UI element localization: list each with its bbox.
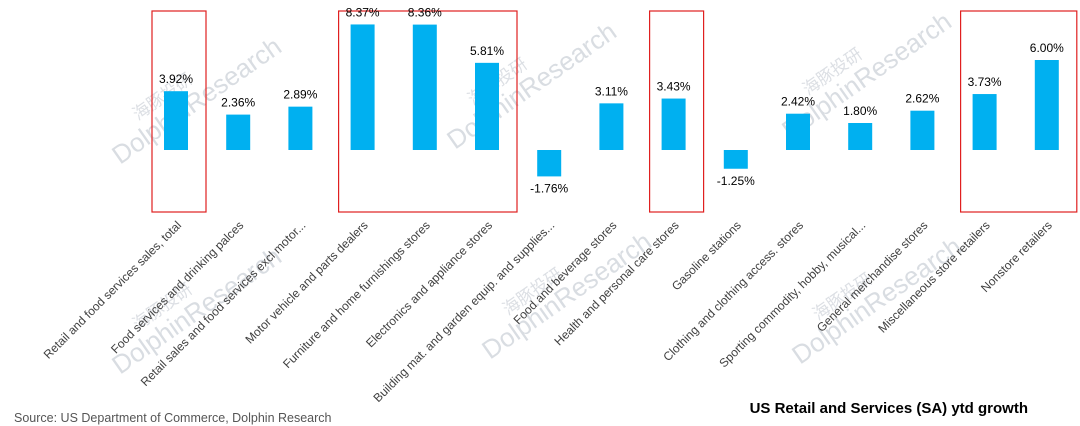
- data-label: 6.00%: [1030, 41, 1064, 55]
- data-label: 2.42%: [781, 95, 815, 109]
- data-label: 3.43%: [657, 80, 691, 94]
- watermark-en-text: DolphinResearch: [476, 226, 657, 365]
- bar: [972, 94, 997, 150]
- watermark-en-text: DolphinResearch: [786, 231, 967, 370]
- bar: [786, 113, 810, 150]
- highlight-box: [338, 10, 518, 213]
- bar: [164, 91, 188, 150]
- data-label: -1.25%: [717, 174, 755, 188]
- highlight-boxes: [151, 10, 1078, 213]
- data-label: 3.11%: [595, 84, 628, 98]
- bar: [723, 150, 748, 169]
- bar: [661, 98, 686, 150]
- watermark-en-text: DolphinResearch: [106, 31, 287, 170]
- bar: [288, 106, 313, 150]
- bar: [537, 150, 562, 177]
- bars: [164, 24, 1059, 177]
- data-label: 5.81%: [470, 44, 504, 58]
- highlight-box: [648, 10, 705, 213]
- data-label: 1.80%: [843, 104, 877, 118]
- bar: [475, 62, 499, 150]
- category-label: Electronics and appliance stores: [363, 218, 495, 350]
- data-label: 8.37%: [346, 5, 380, 19]
- highlight-box: [959, 10, 1078, 213]
- data-label: 3.73%: [968, 75, 1002, 89]
- bar: [350, 24, 375, 151]
- highlight-box: [151, 10, 207, 213]
- data-label: 2.89%: [283, 88, 317, 102]
- data-label: 2.36%: [221, 96, 255, 110]
- data-label: 3.92%: [159, 72, 193, 86]
- data-label: 8.36%: [408, 6, 442, 20]
- bar: [848, 123, 873, 150]
- chart-title: US Retail and Services (SA) ytd growth: [749, 400, 1028, 417]
- bar: [412, 24, 437, 151]
- bar: [599, 103, 624, 150]
- data-label: 2.62%: [905, 92, 939, 106]
- bar: [1034, 60, 1059, 150]
- bar: [226, 114, 251, 150]
- data-label: -1.76%: [530, 181, 568, 195]
- bar: [910, 110, 935, 150]
- value-labels: 3.92% 2.36% 2.89% 8.37% 8.36% 5.81% -1.76% 3.11…: [159, 5, 1064, 195]
- source-note: Source: US Department of Commerce, Dolph…: [14, 411, 332, 425]
